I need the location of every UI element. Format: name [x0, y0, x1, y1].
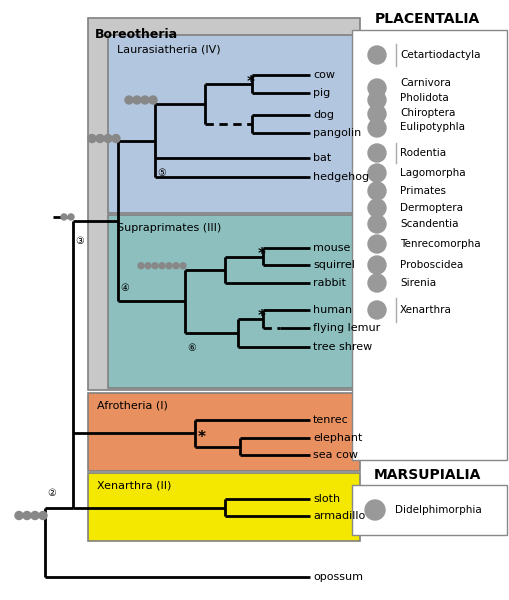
- Bar: [88, 393, 360, 471]
- Circle shape: [368, 182, 386, 200]
- Text: Rodentia: Rodentia: [400, 148, 446, 158]
- Text: sloth: sloth: [313, 494, 340, 504]
- Circle shape: [368, 164, 386, 182]
- Text: Lagomorpha: Lagomorpha: [400, 168, 466, 178]
- Bar: [88, 473, 360, 541]
- Text: squirrel: squirrel: [313, 260, 355, 270]
- Text: ⑤: ⑤: [157, 168, 166, 178]
- Circle shape: [368, 274, 386, 292]
- Circle shape: [23, 511, 31, 520]
- Circle shape: [149, 96, 157, 104]
- Text: ④: ④: [120, 283, 129, 293]
- Text: Pholidota: Pholidota: [400, 93, 449, 103]
- Text: Supraprimates (III): Supraprimates (III): [117, 223, 221, 233]
- Text: Scandentia: Scandentia: [400, 219, 459, 229]
- Circle shape: [368, 199, 386, 217]
- Circle shape: [365, 500, 385, 520]
- Circle shape: [39, 511, 47, 520]
- Text: ②: ②: [47, 487, 56, 497]
- Text: Eulipotyphla: Eulipotyphla: [400, 122, 465, 132]
- Text: Primates: Primates: [400, 186, 446, 196]
- Text: armadillo: armadillo: [313, 511, 365, 521]
- Text: Xenarthra (II): Xenarthra (II): [97, 480, 172, 490]
- Circle shape: [152, 263, 158, 269]
- Text: rabbit: rabbit: [313, 278, 346, 288]
- Text: Xenarthra: Xenarthra: [400, 305, 452, 315]
- Text: *: *: [198, 430, 206, 445]
- Circle shape: [138, 263, 144, 269]
- Circle shape: [368, 105, 386, 123]
- Text: Boreotheria: Boreotheria: [95, 28, 178, 41]
- Text: tenrec: tenrec: [313, 415, 349, 425]
- Bar: [108, 215, 360, 388]
- Text: pig: pig: [313, 88, 330, 98]
- Circle shape: [368, 119, 386, 137]
- Text: ⑥: ⑥: [187, 343, 196, 353]
- Bar: [352, 30, 507, 460]
- Circle shape: [368, 79, 386, 97]
- Circle shape: [368, 301, 386, 319]
- Circle shape: [88, 134, 96, 142]
- Text: ③: ③: [75, 236, 84, 246]
- Text: Dermoptera: Dermoptera: [400, 203, 463, 213]
- Circle shape: [368, 256, 386, 274]
- Circle shape: [368, 235, 386, 253]
- Text: cow: cow: [313, 70, 335, 80]
- Circle shape: [166, 263, 172, 269]
- Circle shape: [368, 215, 386, 233]
- Text: mouse: mouse: [313, 243, 350, 253]
- Text: Laurasiatheria (IV): Laurasiatheria (IV): [117, 45, 220, 55]
- Text: opossum: opossum: [313, 572, 363, 582]
- Circle shape: [104, 134, 112, 142]
- Text: sea cow: sea cow: [313, 450, 358, 460]
- Text: elephant: elephant: [313, 433, 362, 443]
- Circle shape: [61, 214, 67, 220]
- Text: Carnivora: Carnivora: [400, 78, 451, 88]
- Circle shape: [368, 144, 386, 162]
- Text: hedgehog: hedgehog: [313, 172, 369, 182]
- Text: Afrotheria (I): Afrotheria (I): [97, 400, 168, 410]
- Text: Tenrecomorpha: Tenrecomorpha: [400, 239, 480, 249]
- Circle shape: [368, 91, 386, 109]
- Circle shape: [112, 134, 120, 142]
- Text: *: *: [247, 74, 255, 89]
- Text: Chiroptera: Chiroptera: [400, 108, 456, 118]
- Bar: [352, 485, 507, 535]
- Circle shape: [125, 96, 133, 104]
- Circle shape: [159, 263, 165, 269]
- Bar: [108, 35, 360, 213]
- Text: Proboscidea: Proboscidea: [400, 260, 463, 270]
- Circle shape: [145, 263, 151, 269]
- Text: bat: bat: [313, 153, 331, 163]
- Text: dog: dog: [313, 110, 334, 120]
- Text: human: human: [313, 305, 352, 315]
- Text: flying lemur: flying lemur: [313, 323, 380, 333]
- Circle shape: [173, 263, 179, 269]
- Text: *: *: [258, 310, 266, 325]
- Text: Sirenia: Sirenia: [400, 278, 436, 288]
- Text: *: *: [258, 247, 266, 262]
- Circle shape: [68, 214, 74, 220]
- Text: Didelphimorphia: Didelphimorphia: [395, 505, 482, 515]
- Circle shape: [96, 134, 104, 142]
- Circle shape: [31, 511, 39, 520]
- Text: PLACENTALIA: PLACENTALIA: [375, 12, 479, 26]
- Circle shape: [141, 96, 149, 104]
- Text: Cetartiodactyla: Cetartiodactyla: [400, 50, 480, 60]
- Circle shape: [133, 96, 141, 104]
- Circle shape: [180, 263, 186, 269]
- Circle shape: [15, 511, 23, 520]
- Circle shape: [368, 46, 386, 64]
- Text: MARSUPIALIA: MARSUPIALIA: [373, 468, 480, 482]
- Text: pangolin: pangolin: [313, 128, 361, 138]
- Text: tree shrew: tree shrew: [313, 342, 372, 352]
- Bar: [88, 18, 360, 390]
